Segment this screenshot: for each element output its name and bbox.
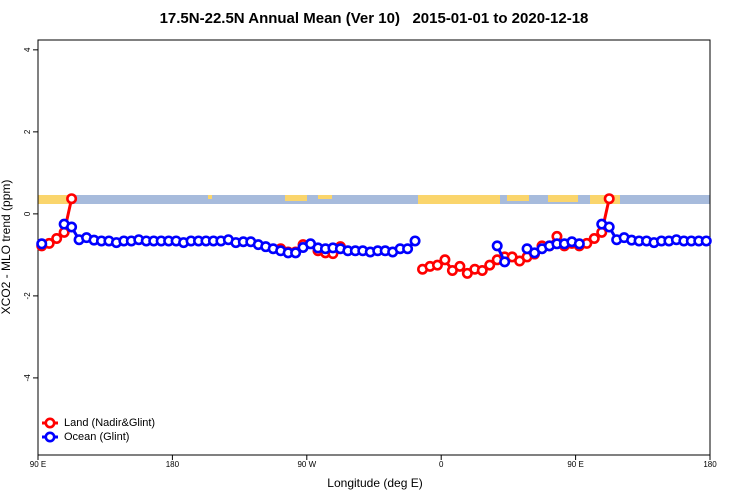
x-tick-label: 90 W [297, 460, 316, 469]
x-tick-label: 180 [166, 460, 180, 469]
data-point [588, 232, 600, 244]
x-tick-label: 90 E [30, 460, 46, 469]
data-point [603, 221, 615, 233]
data-point [66, 221, 78, 233]
land-patch [548, 195, 578, 202]
land-patch [38, 195, 70, 204]
x-axis-label: Longitude (deg E) [327, 476, 422, 490]
data-point [439, 254, 451, 266]
data-point [454, 260, 466, 272]
land-patch [208, 195, 212, 199]
land-patch [318, 195, 332, 199]
data-point [491, 240, 503, 252]
data-point [36, 238, 48, 250]
legend-marker [44, 431, 56, 443]
y-tick-label: 2 [23, 129, 32, 134]
legend-label: Land (Nadir&Glint) [64, 417, 155, 429]
data-point [700, 235, 712, 247]
land-patch [507, 195, 529, 201]
ocean-strip [38, 195, 710, 204]
data-point [66, 193, 78, 205]
x-tick-label: 0 [439, 460, 444, 469]
legend-marker [44, 417, 56, 429]
chart-title: 17.5N-22.5N Annual Mean (Ver 10) 2015-01… [160, 10, 589, 27]
data-point [51, 232, 63, 244]
data-point [499, 256, 511, 268]
x-tick-label: 180 [703, 460, 717, 469]
legend-label: Ocean (Glint) [64, 431, 129, 443]
y-tick-label: -4 [23, 374, 32, 382]
y-tick-label: -2 [23, 292, 32, 300]
data-point [402, 243, 414, 255]
land-patch [285, 195, 307, 201]
series [36, 218, 712, 268]
y-tick-label: 0 [23, 211, 32, 216]
data-point [484, 259, 496, 271]
data-point [431, 259, 443, 271]
y-tick-label: 4 [23, 47, 32, 52]
data-point [290, 247, 302, 259]
data-point [603, 193, 615, 205]
y-axis-label: XCO2 - MLO trend (ppm) [0, 180, 13, 315]
land-patch [418, 195, 500, 204]
x-tick-label: 90 E [567, 460, 583, 469]
data-point [409, 235, 421, 247]
data-point [573, 238, 585, 250]
data-point [476, 264, 488, 276]
